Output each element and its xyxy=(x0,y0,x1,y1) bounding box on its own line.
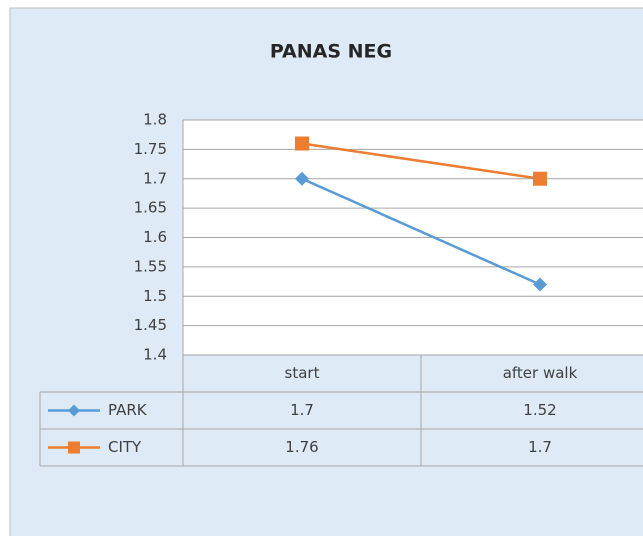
y-tick-label: 1.65 xyxy=(134,199,167,217)
legend-label: CITY xyxy=(108,438,142,456)
y-tick-label: 1.6 xyxy=(143,228,167,246)
marker xyxy=(533,277,547,292)
y-tick-label: 1.55 xyxy=(134,257,167,275)
x-tick-label: start xyxy=(285,364,320,382)
series-line xyxy=(301,142,541,180)
table-value: 1.52 xyxy=(523,401,556,419)
marker xyxy=(295,171,309,186)
legend-marker xyxy=(68,441,80,454)
legend-marker xyxy=(68,404,80,417)
y-tick-label: 1.5 xyxy=(143,287,167,305)
x-tick-label: after walk xyxy=(503,364,578,382)
y-tick-label: 1.75 xyxy=(134,140,167,158)
table-value: 1.76 xyxy=(285,438,318,456)
chart-title: PANAS NEG xyxy=(270,41,392,63)
marker xyxy=(295,136,309,151)
table-value: 1.7 xyxy=(290,401,314,419)
legend-label: PARK xyxy=(108,401,148,419)
y-tick-label: 1.7 xyxy=(143,169,167,187)
series-line xyxy=(301,177,541,286)
table-value: 1.7 xyxy=(528,438,552,456)
y-tick-label: 1.4 xyxy=(143,346,167,364)
y-tick-label: 1.45 xyxy=(134,316,167,334)
y-tick-label: 1.8 xyxy=(143,111,167,129)
marker xyxy=(533,171,547,186)
